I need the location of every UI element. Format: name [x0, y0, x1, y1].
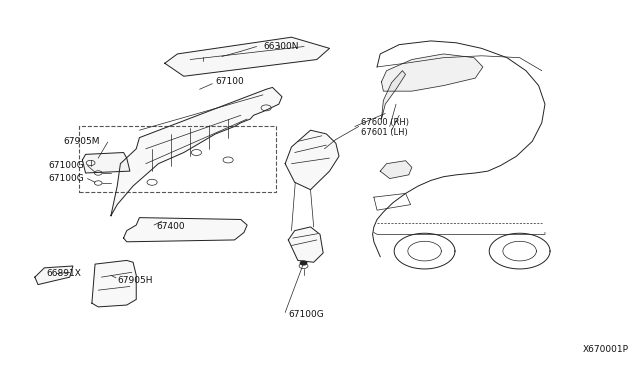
Text: 67601 (LH): 67601 (LH): [361, 128, 408, 137]
Text: 67100: 67100: [216, 77, 244, 86]
Text: 66891X: 66891X: [46, 269, 81, 278]
Polygon shape: [285, 130, 339, 190]
Polygon shape: [380, 161, 412, 179]
Polygon shape: [164, 37, 330, 76]
Text: 67600 (RH): 67600 (RH): [361, 118, 409, 127]
Text: 67905M: 67905M: [63, 137, 100, 146]
Text: X670001P: X670001P: [583, 345, 629, 354]
Polygon shape: [92, 260, 136, 307]
Polygon shape: [35, 266, 73, 285]
Polygon shape: [111, 87, 282, 216]
Polygon shape: [381, 54, 483, 91]
Text: 67100G: 67100G: [49, 174, 84, 183]
Text: 66300N: 66300N: [263, 42, 298, 51]
Circle shape: [300, 261, 307, 265]
Text: 67100G: 67100G: [49, 161, 84, 170]
Polygon shape: [289, 227, 323, 262]
Text: 67100G: 67100G: [289, 310, 324, 319]
Text: 67905H: 67905H: [117, 276, 153, 285]
Polygon shape: [381, 71, 406, 119]
Polygon shape: [83, 153, 130, 173]
Text: 67400: 67400: [157, 222, 185, 231]
Polygon shape: [124, 218, 247, 242]
